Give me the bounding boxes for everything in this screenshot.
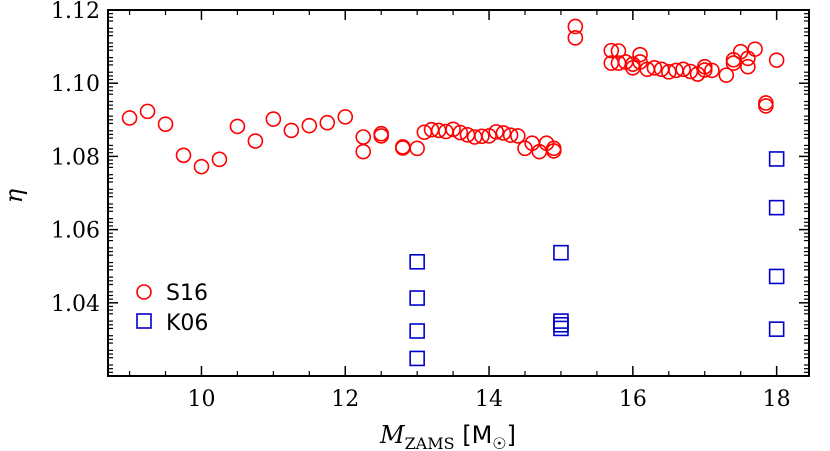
point-s16 — [355, 143, 372, 160]
point-s16 — [660, 64, 677, 80]
point-s16 — [121, 110, 138, 126]
plot-area — [107, 9, 810, 377]
point-s16 — [445, 121, 461, 138]
point-s16 — [725, 51, 742, 68]
point-s16 — [211, 151, 228, 168]
point-s16 — [567, 18, 584, 35]
point-k06 — [409, 290, 425, 306]
legend-label-s16: S16 — [166, 281, 208, 306]
point-s16 — [319, 114, 336, 131]
legend: S16 K06 — [136, 281, 208, 336]
point-k06 — [553, 320, 569, 337]
x-axis-ticks: 10 12 14 16 18 — [128, 10, 791, 412]
x-tick-label: 12 — [331, 387, 359, 412]
point-s16 — [157, 116, 174, 132]
point-k06 — [768, 268, 785, 285]
x-tick-label: 14 — [475, 387, 503, 412]
point-s16 — [175, 147, 192, 164]
point-s16 — [355, 129, 372, 145]
y-tick-label: 1.10 — [51, 72, 100, 97]
point-s16 — [740, 58, 756, 75]
point-s16 — [758, 95, 774, 111]
y-axis-label: η — [0, 188, 28, 203]
point-s16 — [747, 41, 763, 57]
x-axis-label: MZAMS [M☉] — [379, 421, 516, 451]
point-k06 — [768, 199, 785, 216]
point-s16 — [474, 128, 490, 145]
legend-marker-k06 — [136, 313, 152, 329]
x-tick-label: 16 — [619, 387, 647, 412]
point-s16 — [510, 128, 526, 144]
point-s16 — [495, 125, 512, 141]
point-s16 — [452, 124, 469, 141]
y-tick-label: 1.04 — [51, 292, 100, 317]
point-s16 — [696, 62, 713, 78]
y-tick-label: 1.06 — [51, 219, 100, 244]
point-s16 — [247, 133, 264, 149]
data-points — [121, 18, 785, 367]
point-s16 — [301, 117, 318, 134]
legend-label-k06: K06 — [166, 311, 208, 336]
y-axis-ticks: 1.04 1.06 1.08 1.10 1.12 — [51, 0, 809, 373]
x-tick-label: 10 — [187, 387, 215, 412]
point-s16 — [545, 143, 562, 159]
point-k06 — [553, 244, 569, 261]
point-s16 — [675, 61, 691, 78]
point-s16 — [610, 43, 627, 59]
point-s16 — [758, 98, 774, 114]
point-s16 — [531, 143, 548, 160]
x-tick-label: 18 — [763, 387, 791, 412]
point-k06 — [768, 321, 785, 337]
point-s16 — [646, 60, 663, 76]
point-s16 — [373, 128, 390, 144]
plot-frame — [107, 9, 810, 377]
point-s16 — [725, 55, 742, 71]
point-s16 — [603, 42, 620, 59]
point-s16 — [265, 111, 282, 127]
point-k06 — [768, 151, 785, 167]
point-k06 — [409, 323, 425, 339]
point-s16 — [488, 124, 505, 140]
point-s16 — [394, 140, 411, 156]
y-tick-label: 1.08 — [51, 145, 100, 170]
point-s16 — [409, 140, 425, 157]
point-s16 — [718, 67, 735, 83]
point-s16 — [337, 109, 354, 125]
point-s16 — [283, 122, 300, 139]
point-s16 — [567, 30, 584, 46]
y-tick-label: 1.12 — [51, 0, 100, 24]
point-k06 — [409, 254, 425, 270]
point-s16 — [502, 127, 519, 143]
point-s16 — [704, 62, 720, 79]
point-s16 — [193, 158, 210, 175]
point-s16 — [768, 52, 785, 68]
point-k06 — [409, 350, 425, 367]
point-s16 — [229, 118, 246, 135]
point-s16 — [632, 46, 648, 63]
point-k06 — [553, 316, 569, 333]
legend-marker-s16 — [136, 284, 152, 300]
point-s16 — [139, 103, 156, 120]
